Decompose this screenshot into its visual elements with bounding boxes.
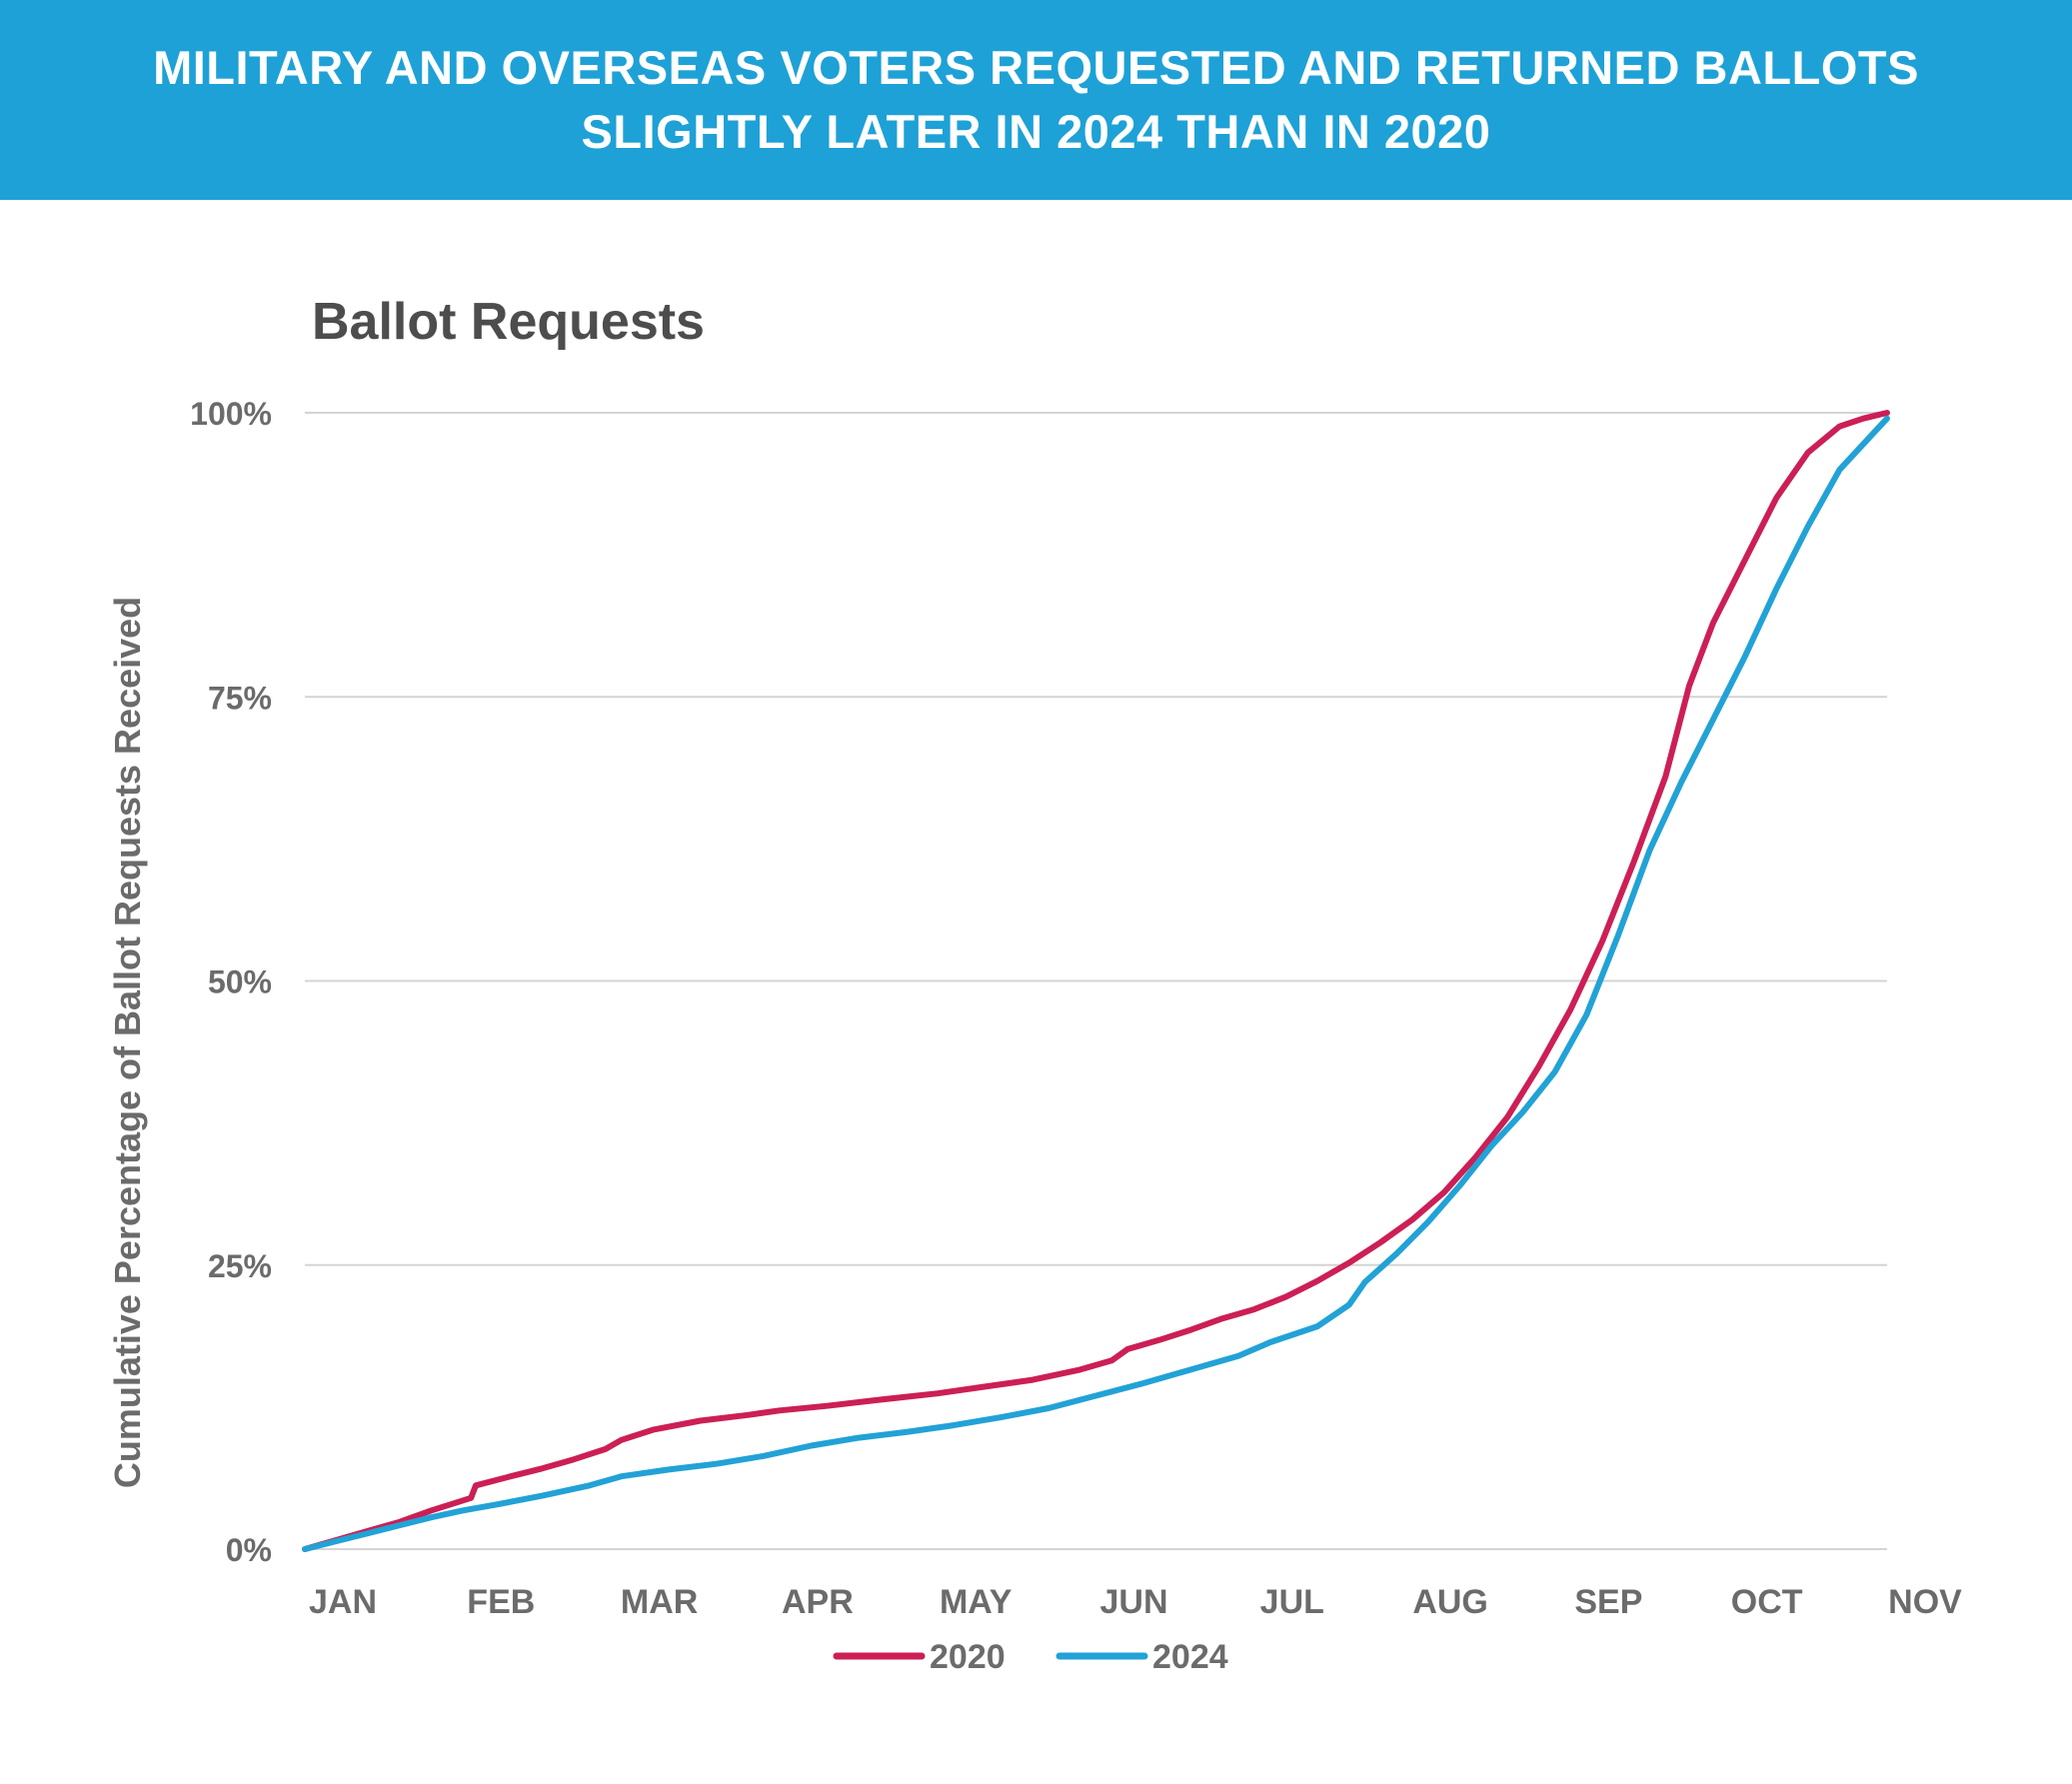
legend-label-2020: 2020: [930, 1638, 1006, 1676]
y-axis-ticks: 0% 25% 50% 75% 100%: [190, 396, 272, 1568]
gridlines: [305, 412, 1887, 1550]
header-banner: MILITARY AND OVERSEAS VOTERS REQUESTED A…: [0, 0, 2072, 200]
x-axis-ticks: JAN FEB MAR APR MAY JUN JUL AUG SEP OCT NOV: [309, 1583, 1962, 1621]
y-tick-label-25: 25%: [208, 1248, 272, 1284]
series-line-2020: [302, 410, 1890, 1552]
x-tick-label-feb: FEB: [467, 1583, 535, 1621]
x-tick-label-jun: JUN: [1099, 1583, 1167, 1621]
y-tick-label-100: 100%: [190, 396, 272, 432]
x-tick-label-apr: APR: [782, 1583, 854, 1621]
x-tick-label-aug: AUG: [1412, 1583, 1488, 1621]
chart-title: Ballot Requests: [312, 293, 705, 351]
y-axis-label: Cumulative Percentage of Ballot Requests…: [107, 597, 148, 1488]
x-tick-label-mar: MAR: [621, 1583, 698, 1621]
y-tick-label-75: 75%: [208, 680, 272, 716]
y-tick-label-0: 0%: [226, 1532, 272, 1568]
series-line-2024: [302, 415, 1890, 1552]
x-tick-label-jul: JUL: [1260, 1583, 1324, 1621]
header-title-line-2: SLIGHTLY LATER IN 2024 THAN IN 2020: [581, 105, 1491, 158]
legend-label-2024: 2024: [1152, 1638, 1228, 1676]
x-tick-label-oct: OCT: [1731, 1583, 1803, 1621]
legend: 2020 2024: [833, 1638, 1228, 1676]
y-tick-label-50: 50%: [208, 964, 272, 1000]
x-tick-label-sep: SEP: [1574, 1583, 1642, 1621]
header-title-line-1: MILITARY AND OVERSEAS VOTERS REQUESTED A…: [153, 41, 1919, 94]
series-lines: [302, 410, 1890, 1552]
x-tick-label-nov: NOV: [1888, 1583, 1962, 1621]
x-tick-label-may: MAY: [940, 1583, 1013, 1621]
x-tick-label-jan: JAN: [309, 1583, 377, 1621]
